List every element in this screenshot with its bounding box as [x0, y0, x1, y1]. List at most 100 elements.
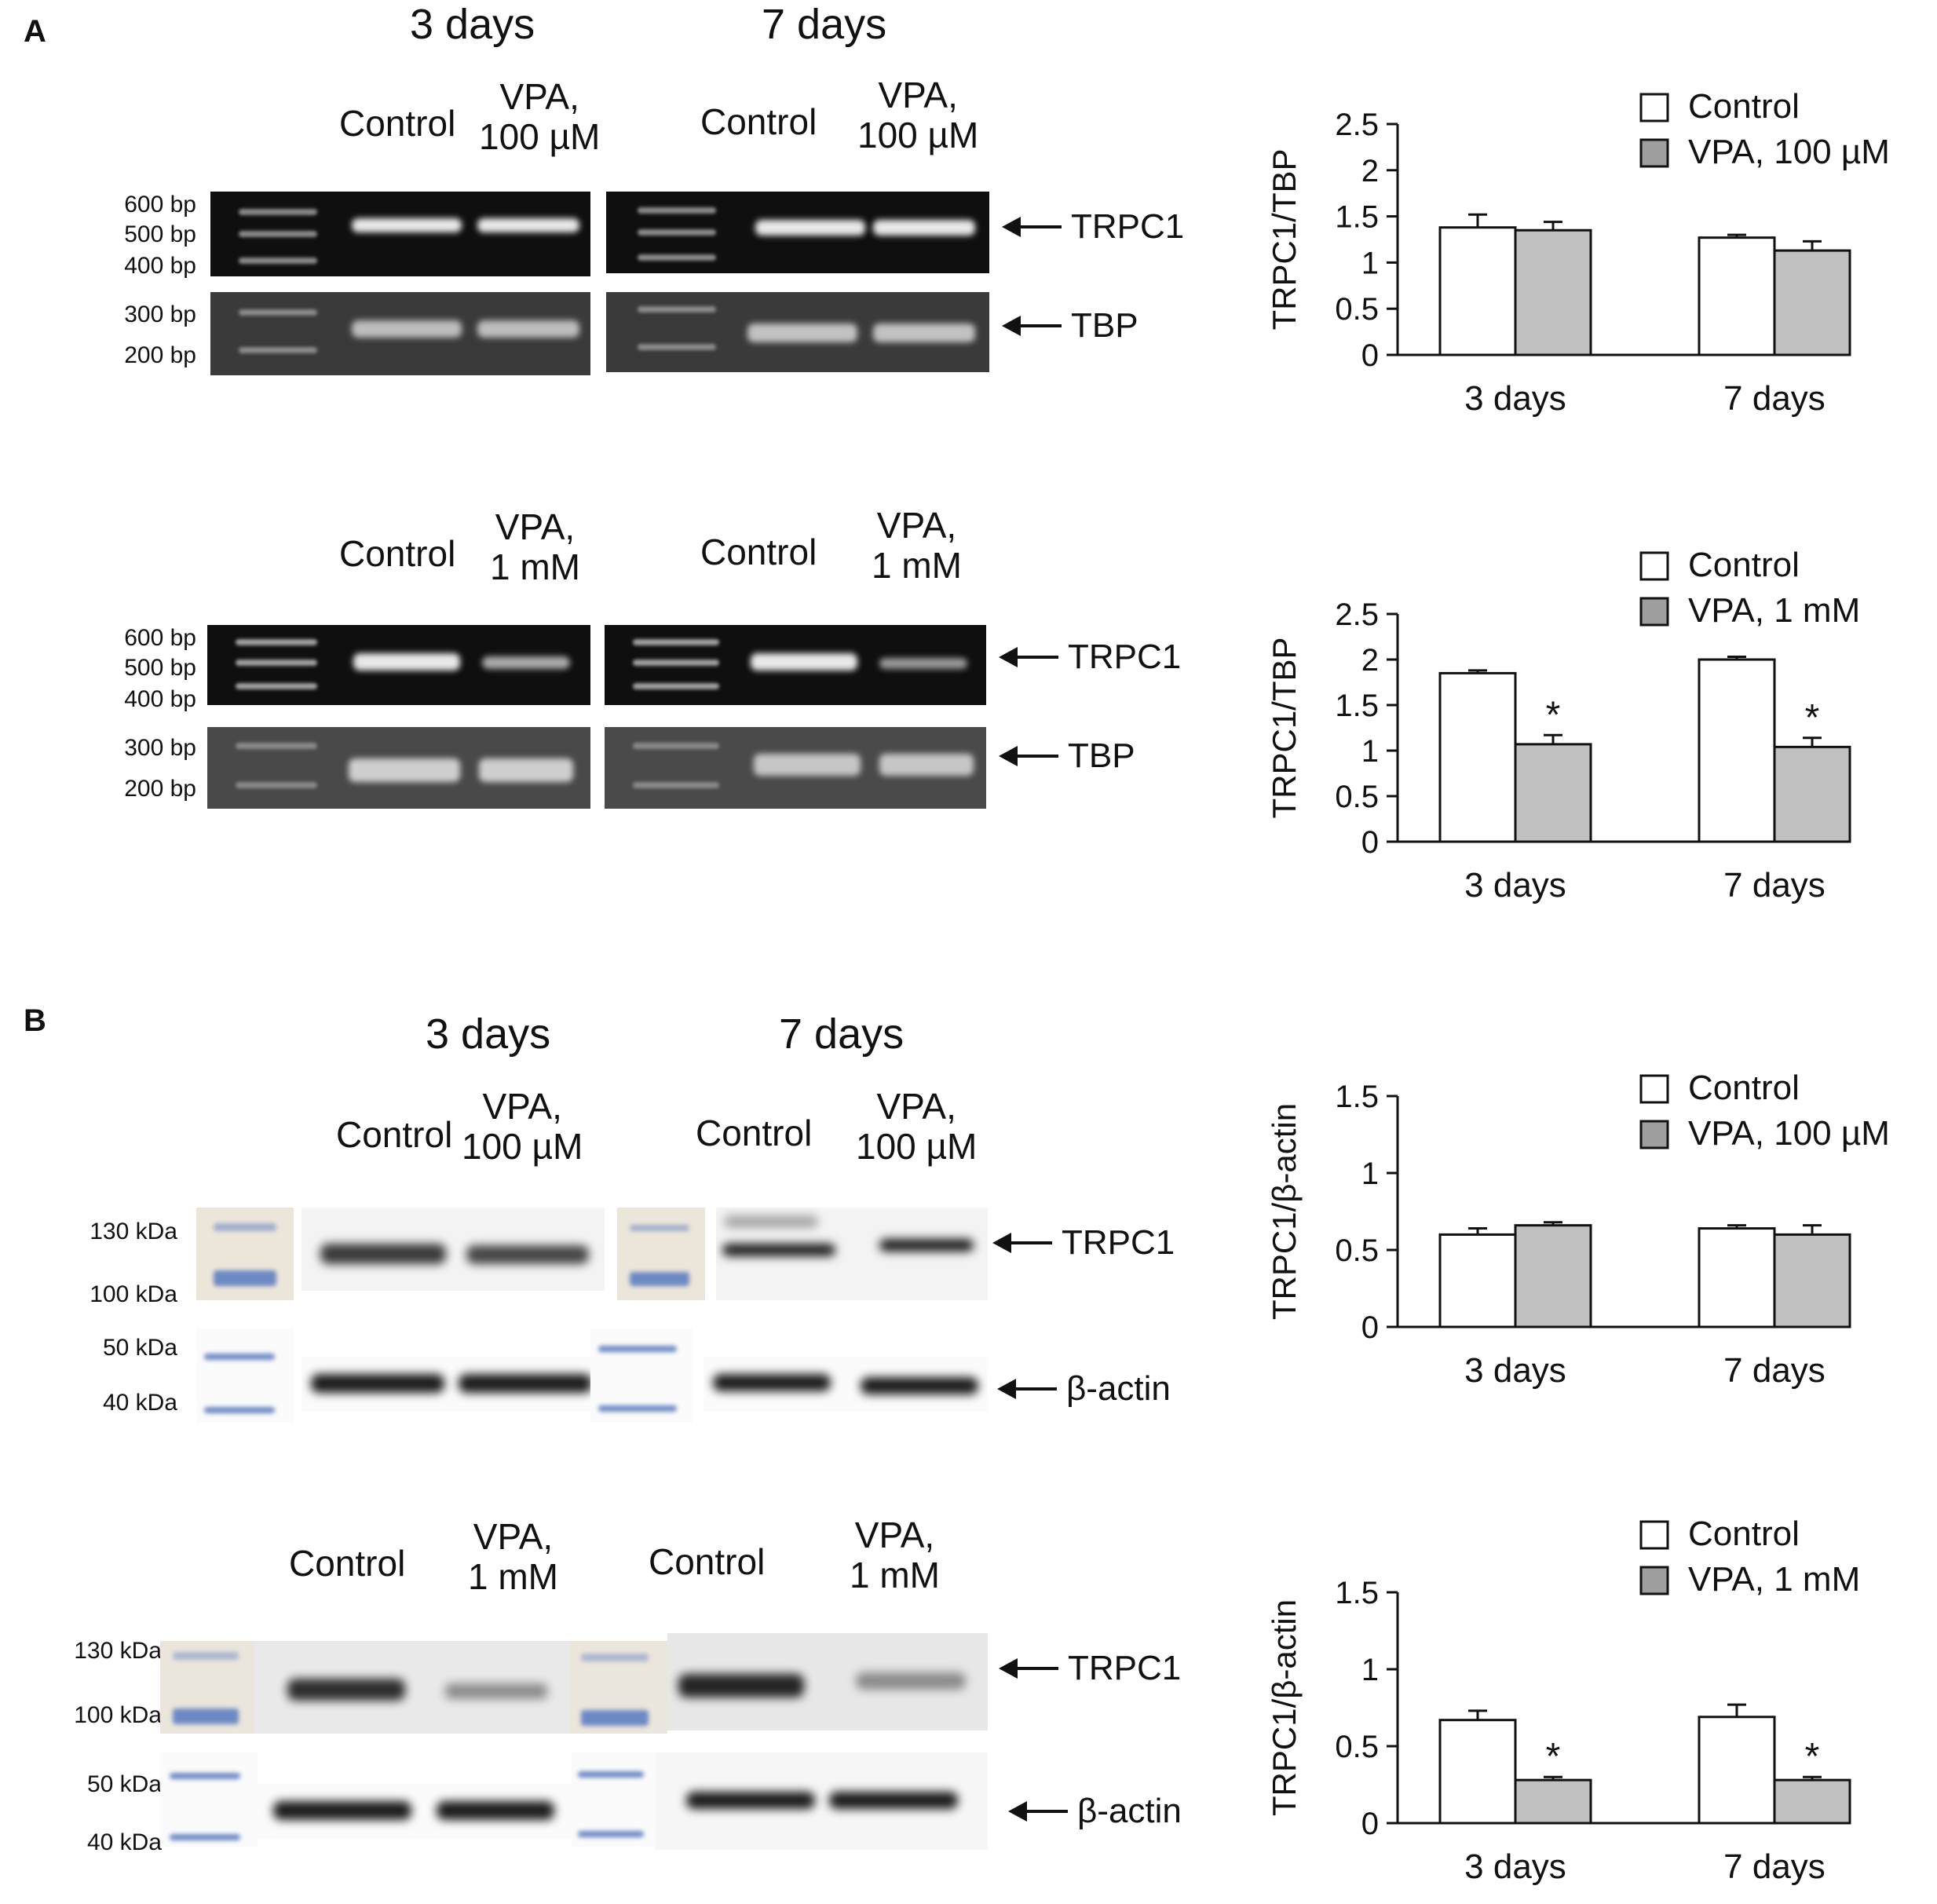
arrow-left-icon	[1008, 1801, 1068, 1822]
y-tick-label: 2.5	[1335, 108, 1379, 142]
b-bot-ladder-trpc1-3d	[160, 1641, 254, 1734]
a-top-marker-300: 300 bp	[124, 301, 196, 327]
arrow-left-icon	[992, 1233, 1052, 1253]
b-top-ladder-trpc1-3d	[196, 1208, 294, 1300]
b-bot-ladder-actin-3d	[160, 1752, 258, 1847]
y-tick-label: 1	[1361, 1157, 1379, 1191]
legend-swatch	[1639, 1520, 1669, 1550]
legend-label: VPA, 100 µM	[1688, 133, 1890, 171]
y-tick-label: 1	[1361, 1653, 1379, 1687]
b-bot-lane-control-3d: Control	[289, 1543, 406, 1584]
a-bot-tbp-label: TBP	[999, 736, 1135, 776]
bar	[1514, 743, 1592, 843]
arrow-left-icon	[997, 1379, 1057, 1399]
y-axis-label: TRPC1/β-actin	[1266, 1599, 1303, 1816]
b-top-marker-40: 40 kDa	[102, 1390, 177, 1416]
a-top-gel-trpc1-3d	[210, 192, 590, 276]
a-bot-lane-control-3d: Control	[339, 533, 456, 574]
significance-marker: *	[1805, 1736, 1820, 1778]
b-top-ladder-trpc1-7d	[617, 1208, 705, 1300]
significance-marker: *	[1546, 694, 1561, 736]
b-top-actin-label: β-actin	[997, 1369, 1171, 1409]
y-tick-label: 0.5	[1335, 780, 1379, 814]
a-top-gel-tbp-3d	[210, 292, 590, 375]
panel-a-label: A	[24, 14, 46, 49]
y-tick-label: 0	[1361, 825, 1379, 860]
legend-swatch	[1639, 551, 1669, 581]
legend-swatch	[1639, 93, 1669, 122]
bar	[1438, 671, 1517, 843]
a-top-lane-vpa-7d: VPA, 100 µM	[857, 75, 979, 155]
y-tick-label: 0	[1361, 1310, 1379, 1345]
b-bot-trpc1-label: TRPC1	[999, 1649, 1181, 1688]
bar	[1514, 228, 1592, 356]
b-bot-actin-label: β-actin	[1008, 1792, 1182, 1831]
bar	[1773, 745, 1851, 843]
legend-swatch	[1639, 597, 1669, 627]
b-top-lane-vpa-7d: VPA, 100 µM	[856, 1086, 978, 1167]
b-top-day7-heading: 7 days	[779, 1010, 905, 1058]
y-tick-label: 1.5	[1335, 689, 1379, 723]
b-top-day3-heading: 3 days	[426, 1010, 551, 1058]
bar	[1773, 249, 1851, 356]
a-bot-marker-500: 500 bp	[124, 655, 196, 681]
b-top-marker-130: 130 kDa	[90, 1219, 177, 1244]
legend-swatch	[1639, 138, 1669, 168]
bar	[1698, 1716, 1776, 1825]
significance-marker: *	[1805, 697, 1820, 739]
b-bot-marker-100: 100 kDa	[74, 1702, 162, 1728]
chart-a-bottom-svg: 0 0.5 1 1.5 2 2.5 TRPC1/TBP * 3 days * 7 days Contr…	[1266, 546, 1860, 904]
a-top-trpc1-label: TRPC1	[1002, 207, 1184, 247]
a-top-lane-control-7d: Control	[700, 101, 817, 142]
y-tick-label: 1	[1361, 246, 1379, 280]
chart-b-top-svg: 0 0.5 1 1.5 TRPC1/β-actin 3 days 7 days Control…	[1266, 1069, 1890, 1390]
a-top-tbp-label: TBP	[1002, 306, 1138, 345]
bar	[1438, 226, 1517, 356]
bar	[1773, 1778, 1851, 1825]
y-tick-label: 1.5	[1335, 200, 1379, 235]
legend-label: Control	[1688, 1069, 1800, 1107]
b-top-blot-actin-7d	[704, 1357, 988, 1412]
arrow-left-icon	[999, 647, 1058, 667]
a-bot-marker-400: 400 bp	[124, 686, 196, 712]
a-bot-gel-tbp-3d	[207, 727, 590, 809]
b-bot-blot-trpc1-3d	[254, 1641, 570, 1734]
b-bot-ladder-trpc1-7d	[570, 1641, 667, 1734]
x-tick-label: 3 days	[1464, 1351, 1566, 1390]
a-bot-gel-trpc1-3d	[207, 625, 590, 705]
a-bot-lane-control-7d: Control	[700, 532, 817, 572]
bar	[1773, 1233, 1851, 1328]
a-bot-gel-trpc1-7d	[605, 625, 986, 705]
bar	[1438, 1719, 1517, 1825]
bar	[1514, 1778, 1592, 1825]
arrow-left-icon	[999, 1658, 1058, 1679]
arrow-left-icon	[1002, 217, 1062, 237]
x-tick-label: 7 days	[1723, 866, 1826, 904]
a-top-day3-heading: 3 days	[410, 1, 535, 48]
legend-label: Control	[1688, 87, 1800, 126]
x-tick-label: 7 days	[1723, 1351, 1826, 1390]
chart-a-top-svg: 0 0.5 1 1.5 2 2.5 TRPC1/TBP 3 days 7 days Control…	[1266, 87, 1890, 418]
b-bot-marker-50: 50 kDa	[86, 1771, 162, 1797]
y-tick-label: 0.5	[1335, 1233, 1379, 1268]
b-top-ladder-actin-7d	[590, 1328, 693, 1423]
arrow-left-icon	[1002, 316, 1062, 336]
y-tick-label: 1.5	[1335, 1576, 1379, 1610]
panel-b-label: B	[24, 1003, 46, 1038]
b-top-marker-100: 100 kDa	[90, 1281, 177, 1307]
a-bot-marker-600: 600 bp	[124, 625, 196, 651]
x-tick-label: 3 days	[1464, 866, 1566, 904]
arrow-left-icon	[999, 746, 1058, 766]
y-tick-label: 2	[1361, 643, 1379, 678]
a-top-gel-trpc1-7d	[606, 192, 989, 273]
bar	[1698, 658, 1776, 843]
b-top-lane-control-3d: Control	[336, 1114, 453, 1155]
y-tick-label: 1.5	[1335, 1080, 1379, 1114]
chart-b-top: 0 0.5 1 1.5 TRPC1/β-actin 3 days 7 days Control…	[1248, 1068, 1937, 1405]
legend-label: VPA, 1 mM	[1688, 1560, 1860, 1599]
b-top-trpc1-label: TRPC1	[992, 1223, 1175, 1263]
chart-b-bottom: 0 0.5 1 1.5 TRPC1/β-actin * 3 days * 7 days Contr…	[1248, 1515, 1932, 1892]
a-top-lane-control-3d: Control	[339, 103, 456, 144]
a-top-marker-600: 600 bp	[124, 192, 196, 217]
bar	[1514, 1224, 1592, 1328]
